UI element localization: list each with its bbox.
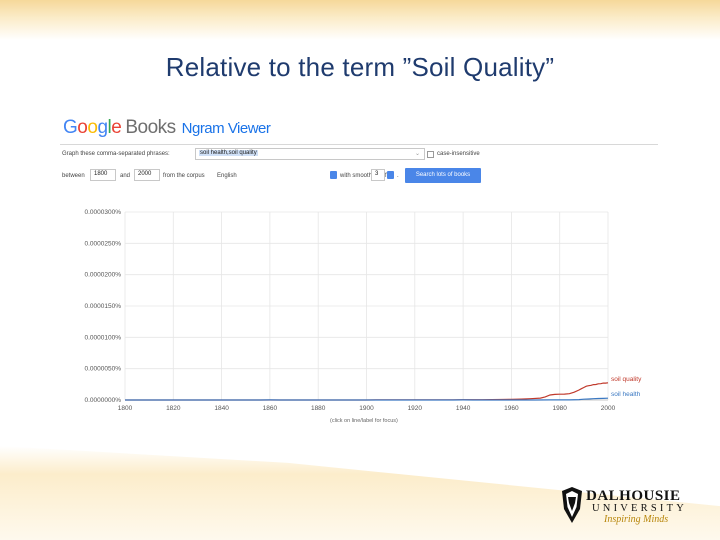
x-tick-label: 1940: [456, 405, 471, 412]
phrase-input-value: soil health,soil quality: [199, 150, 258, 156]
x-tick-label: 1880: [311, 405, 326, 412]
x-tick-label: 1980: [552, 405, 567, 412]
x-tick-label: 2000: [601, 405, 616, 412]
chart-hint: (click on line/label for focus): [330, 418, 398, 424]
logo-letter: g: [97, 117, 108, 138]
logo-letter: o: [87, 117, 98, 138]
x-tick-label: 1860: [263, 405, 278, 412]
logo-letter: G: [63, 117, 78, 138]
phrase-label: Graph these comma-separated phrases:: [62, 151, 170, 157]
dalhousie-crest-icon: [562, 487, 582, 523]
ngram-viewer-screenshot: Google Books Ngram Viewer Graph these comm…: [55, 110, 660, 430]
case-insensitive-label: case-insensitive: [437, 151, 480, 157]
smoothing-label: with smoothing of: [340, 173, 387, 179]
series-line-soil-health[interactable]: [125, 397, 609, 401]
logo-letter: e: [111, 117, 122, 138]
dalhousie-university-wordmark: UNIVERSITY: [592, 503, 687, 514]
logo-ngram-viewer: Ngram Viewer: [181, 120, 271, 137]
and-label: and: [120, 173, 131, 179]
x-tick-label: 1800: [118, 405, 133, 412]
smoothing-input[interactable]: 3: [371, 169, 385, 181]
logo-letter: l: [107, 117, 112, 138]
dropdown-caret-icon[interactable]: ⌄: [414, 151, 420, 157]
y-tick-label: 0.0000150%: [84, 303, 121, 310]
dalhousie-tagline: Inspiring Minds: [604, 514, 669, 525]
corpus-label: from the corpus: [163, 173, 205, 179]
google-books-ngram-logo[interactable]: Google Books Ngram Viewer: [63, 117, 271, 139]
header-divider: [60, 144, 658, 145]
top-decorative-band: [0, 0, 720, 40]
y-tick-label: 0.0000000%: [84, 397, 121, 404]
series-label-soil-quality[interactable]: soil quality: [611, 376, 642, 383]
x-tick-label: 1820: [166, 405, 181, 412]
x-tick-label: 1960: [504, 405, 519, 412]
dalhousie-wordmark: DALHOUSIE: [586, 488, 681, 504]
series-label-soil-health[interactable]: soil health: [611, 391, 641, 398]
corpus-select[interactable]: English: [217, 173, 237, 179]
y-tick-label: 0.0000300%: [84, 209, 121, 216]
y-tick-label: 0.0000200%: [84, 272, 121, 279]
logo-letter: o: [77, 117, 88, 138]
corpus-dropdown-icon[interactable]: [330, 171, 337, 179]
x-tick-label: 1900: [359, 405, 374, 412]
y-tick-label: 0.0000250%: [84, 240, 121, 247]
smoothing-dropdown-icon[interactable]: [387, 171, 394, 179]
x-tick-label: 1920: [408, 405, 423, 412]
y-tick-label: 0.0000050%: [84, 366, 121, 373]
search-lots-of-books-button[interactable]: Search lots of books: [405, 168, 481, 183]
between-label: between: [62, 173, 85, 179]
logo-books: Books: [125, 117, 176, 138]
x-tick-label: 1840: [214, 405, 229, 412]
smoothing-period: .: [397, 173, 399, 179]
phrase-input[interactable]: soil health,soil quality ⌄: [195, 148, 425, 160]
start-year-input[interactable]: 1800: [90, 169, 116, 181]
slide-title: Relative to the term ”Soil Quality”: [165, 52, 555, 82]
end-year-input[interactable]: 2000: [134, 169, 160, 181]
case-insensitive-checkbox[interactable]: [427, 151, 434, 158]
y-tick-label: 0.0000100%: [84, 334, 121, 341]
